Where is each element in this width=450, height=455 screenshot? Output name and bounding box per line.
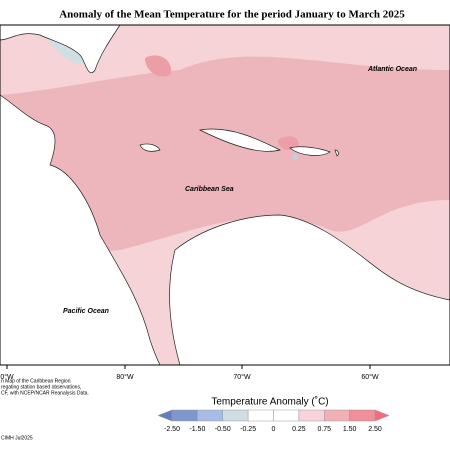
colorbar-tick-label: 0.75 [317, 426, 331, 433]
colorbar-tick-label: 2.50 [368, 426, 382, 433]
colorbar-segment [349, 409, 376, 422]
longitude-label: 60°W [361, 373, 379, 381]
colorbar-tick-label: -0.50 [215, 426, 231, 433]
note: regating station based observations, [1, 384, 81, 390]
colorbar-segment [222, 409, 249, 422]
colorbar-low [157, 409, 173, 422]
warm-patch [145, 55, 171, 77]
title: Anomaly of the Mean Temperature for the … [59, 9, 405, 21]
colorbar-segment [197, 409, 223, 422]
colorbar-segment [171, 409, 198, 422]
warm-patch [278, 136, 299, 150]
cool-patch [292, 154, 298, 160]
colorbar-tick-label: -1.50 [189, 426, 205, 433]
note: CF, with NCEP/NCAR Reanalysis Data. [1, 390, 89, 396]
longitude-label: 70°W [233, 373, 251, 381]
note: CIMH Jul2025 [1, 435, 33, 441]
ocean-label: Atlantic Ocean [367, 66, 417, 73]
map-frame [0, 24, 450, 366]
colorbar-tick-label: 0 [272, 426, 276, 433]
colorbar-segment [273, 409, 300, 422]
colorbar: -2.50 -1.50 -0.50 -0.25 0 0.25 0.75 1.50 2.50 [157, 409, 390, 433]
colorbar-tick-label: -0.25 [240, 426, 256, 433]
ocean-label: Pacific Ocean [63, 308, 109, 315]
colorbar-high [374, 409, 390, 422]
colorbar-segment [298, 409, 325, 422]
longitude-labels: 0°W 80°W 70°W 60°W [0, 365, 379, 381]
colorbar-segment [247, 409, 274, 422]
longitude-label: 0°W [0, 373, 14, 381]
sea-label: Caribbean Sea [185, 186, 234, 193]
longitude-label: 80°W [116, 373, 134, 381]
map: Atlantic Ocean Caribbean Sea Pacific Oce… [0, 24, 450, 366]
land [0, 24, 450, 366]
colorbar-tick-label: 1.50 [343, 426, 357, 433]
colorbar-tick-label: 0.25 [292, 426, 306, 433]
colorbar-tick-label: -2.50 [164, 426, 180, 433]
colorbar-segment [324, 409, 350, 422]
anomaly-band [0, 56, 450, 252]
note: n Map of the Caribbean Region [1, 378, 71, 384]
colorbar-title: Temperature Anomaly (˚C) [211, 396, 328, 408]
